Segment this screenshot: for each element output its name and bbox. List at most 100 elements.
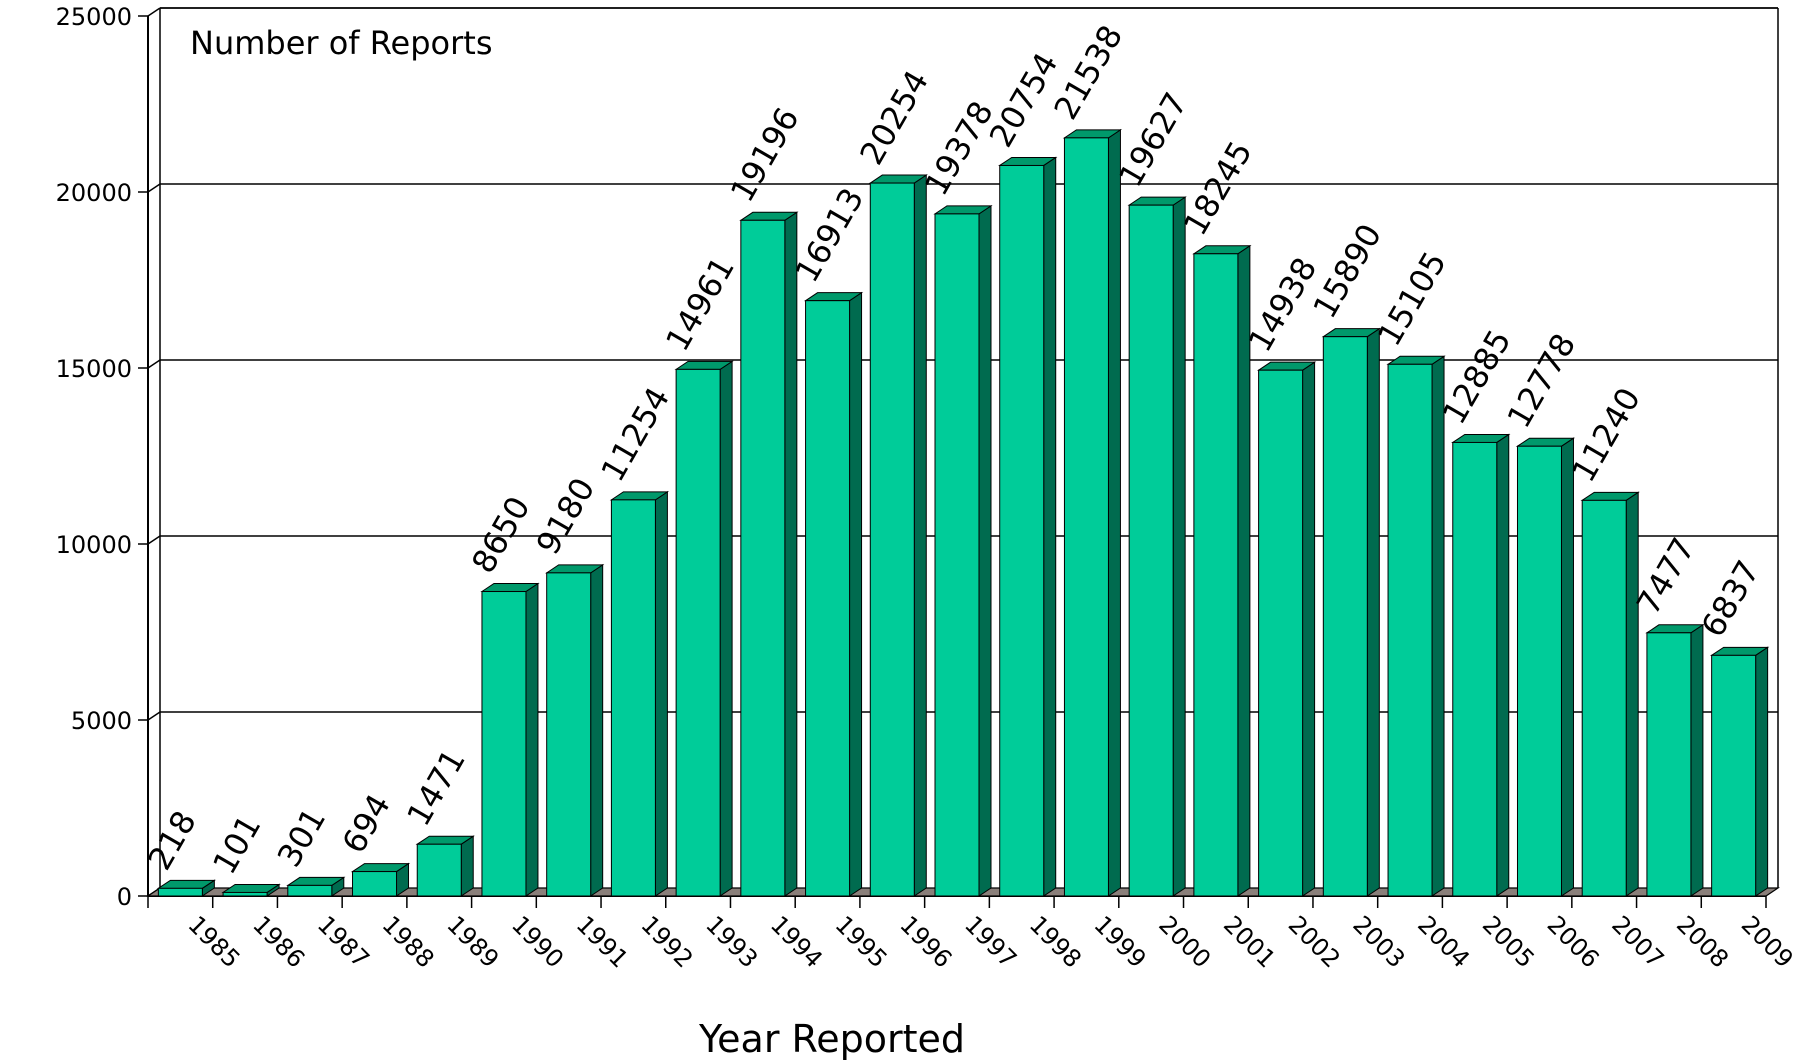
bar-side bbox=[913, 174, 927, 897]
x-tick-labels: 1985 1986 1987 1988 1989 1990 1991 1992 1993 1994… bbox=[182, 910, 1798, 973]
bar-value-label: 14961 bbox=[658, 250, 742, 357]
bar-front bbox=[352, 871, 398, 897]
bar-side bbox=[784, 211, 798, 897]
bar-value-label: 694 bbox=[335, 788, 398, 860]
bar-side bbox=[1690, 623, 1704, 897]
bar bbox=[1321, 327, 1381, 897]
x-tick-label: 1988 bbox=[377, 910, 440, 973]
bar bbox=[156, 879, 217, 897]
bar-front bbox=[999, 164, 1045, 897]
bar-front bbox=[1581, 499, 1627, 897]
bar-value-label: 11254 bbox=[593, 381, 677, 488]
bar bbox=[933, 204, 993, 897]
bar-side bbox=[460, 835, 474, 897]
bar bbox=[1580, 491, 1640, 897]
bar-value-label: 20254 bbox=[852, 64, 936, 171]
bar-side bbox=[1431, 355, 1445, 897]
bar-front bbox=[157, 887, 203, 897]
y-tick-label: 0 bbox=[117, 883, 132, 911]
bar bbox=[1062, 128, 1123, 897]
bar-front bbox=[610, 499, 656, 897]
bar-side bbox=[1755, 646, 1769, 897]
bar-front bbox=[1452, 441, 1498, 897]
bar-front bbox=[1063, 137, 1109, 897]
x-tick-label: 1991 bbox=[571, 910, 634, 973]
bar bbox=[1451, 433, 1511, 897]
x-tick-label: 2006 bbox=[1542, 910, 1605, 973]
bar-side bbox=[654, 490, 668, 897]
bar-front bbox=[1516, 445, 1562, 897]
bar bbox=[1127, 196, 1187, 897]
bar-front bbox=[1258, 369, 1304, 897]
bar-side bbox=[978, 204, 992, 897]
bar-front bbox=[1387, 363, 1433, 897]
bar-value-label: 19196 bbox=[723, 101, 807, 208]
x-tick-label: 1998 bbox=[1024, 910, 1087, 973]
x-tick-label: 1997 bbox=[959, 910, 1022, 973]
bar-side bbox=[1302, 361, 1316, 897]
x-tick-label: 2000 bbox=[1153, 910, 1216, 973]
x-tick-label: 2009 bbox=[1736, 910, 1799, 973]
bar-value-label: 16913 bbox=[788, 182, 872, 289]
gridline-depth bbox=[147, 183, 161, 193]
x-tick-label: 2001 bbox=[1218, 910, 1281, 973]
bar-front bbox=[869, 182, 915, 897]
y-tick-labels: 0 5000 10000 15000 20000 25000 bbox=[56, 3, 132, 911]
bars bbox=[156, 128, 1770, 897]
bar-side bbox=[1496, 433, 1510, 897]
bar bbox=[221, 883, 281, 897]
x-tick-label: 1994 bbox=[765, 910, 828, 973]
bar-value-label: 218 bbox=[140, 804, 203, 876]
bar bbox=[674, 360, 734, 897]
bar-front bbox=[222, 891, 268, 897]
bar-value-label: 19627 bbox=[1111, 86, 1195, 193]
x-tick-label: 1985 bbox=[182, 910, 245, 973]
y-tick-label: 20000 bbox=[56, 179, 132, 207]
bar-value-label: 7477 bbox=[1629, 531, 1703, 621]
x-tick-label: 1996 bbox=[894, 910, 957, 973]
bar-side bbox=[1366, 327, 1380, 897]
bar-front bbox=[1322, 336, 1368, 897]
bar-side bbox=[590, 563, 604, 897]
bar-side bbox=[1172, 196, 1186, 897]
bar bbox=[868, 174, 928, 897]
x-tick-label: 1986 bbox=[247, 910, 310, 973]
bar-value-label: 8650 bbox=[464, 490, 538, 580]
x-tick-label: 1999 bbox=[1089, 910, 1152, 973]
bar bbox=[609, 490, 670, 897]
bar bbox=[1386, 355, 1446, 897]
x-tick-label: 1993 bbox=[700, 910, 763, 973]
bar bbox=[803, 291, 864, 897]
bar-front bbox=[934, 213, 980, 897]
bar-value-label: 19378 bbox=[917, 95, 1001, 202]
y-axis-label: Number of Reports bbox=[190, 24, 492, 62]
bar bbox=[286, 876, 346, 897]
gridline-depth bbox=[147, 359, 161, 369]
bar-front bbox=[546, 572, 592, 897]
x-tick-label: 1992 bbox=[636, 910, 699, 973]
bar bbox=[739, 211, 799, 897]
bar bbox=[415, 835, 475, 897]
bar-value-label: 15105 bbox=[1370, 245, 1454, 352]
gridline-depth bbox=[147, 535, 161, 545]
bar-value-label: 18245 bbox=[1176, 135, 1260, 242]
bar-side bbox=[1043, 156, 1057, 897]
bar-value-label: 101 bbox=[205, 809, 268, 881]
x-tick-label: 2004 bbox=[1412, 910, 1475, 973]
x-axis-label: Year Reported bbox=[698, 1017, 965, 1061]
bar-front bbox=[416, 843, 462, 897]
x-tick-label: 2005 bbox=[1477, 910, 1540, 973]
bar-side bbox=[1560, 437, 1574, 897]
bar-front bbox=[740, 219, 786, 897]
bar-front bbox=[1646, 632, 1692, 897]
bar-side bbox=[719, 360, 733, 897]
bar bbox=[350, 862, 411, 897]
bar-value-label: 9180 bbox=[529, 471, 603, 561]
bar bbox=[1192, 244, 1252, 897]
x-tick-label: 1989 bbox=[441, 910, 504, 973]
bar-front bbox=[675, 368, 721, 897]
bar bbox=[1256, 361, 1317, 897]
bar-front bbox=[481, 591, 527, 897]
y-tick-label: 10000 bbox=[56, 531, 132, 559]
